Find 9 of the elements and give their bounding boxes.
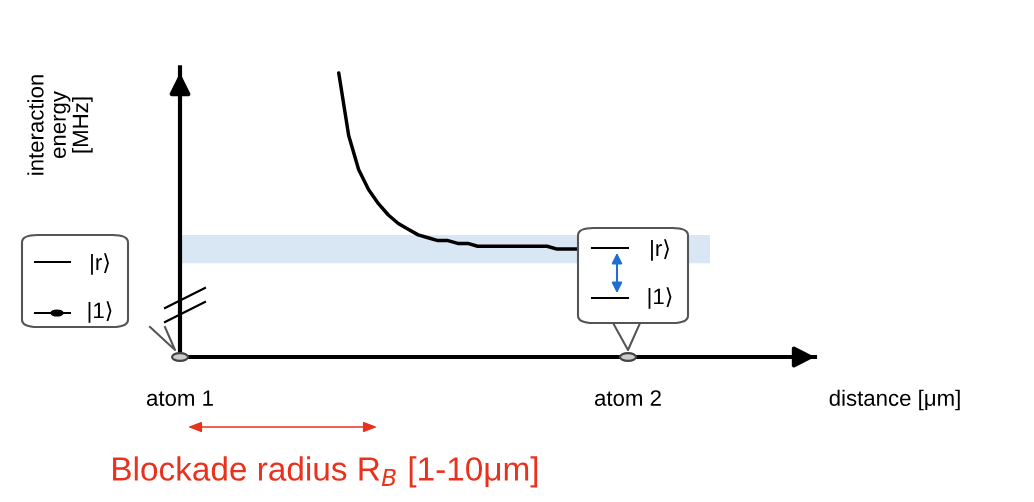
text: |1⟩ bbox=[88, 301, 112, 323]
text: atom 1 bbox=[146, 390, 213, 406]
annotation: |1⟩ bbox=[648, 287, 672, 309]
text: Blockade radius R$_{B}$ [1-10μm] bbox=[113, 456, 538, 488]
y-axis-title: interaction energy [MHz] bbox=[27, 75, 93, 175]
x-axis-title: distance [μm] bbox=[829, 389, 960, 411]
text: atom 2 bbox=[594, 390, 661, 406]
text: |r⟩ bbox=[91, 253, 109, 275]
annotation: |r⟩ bbox=[651, 239, 669, 261]
